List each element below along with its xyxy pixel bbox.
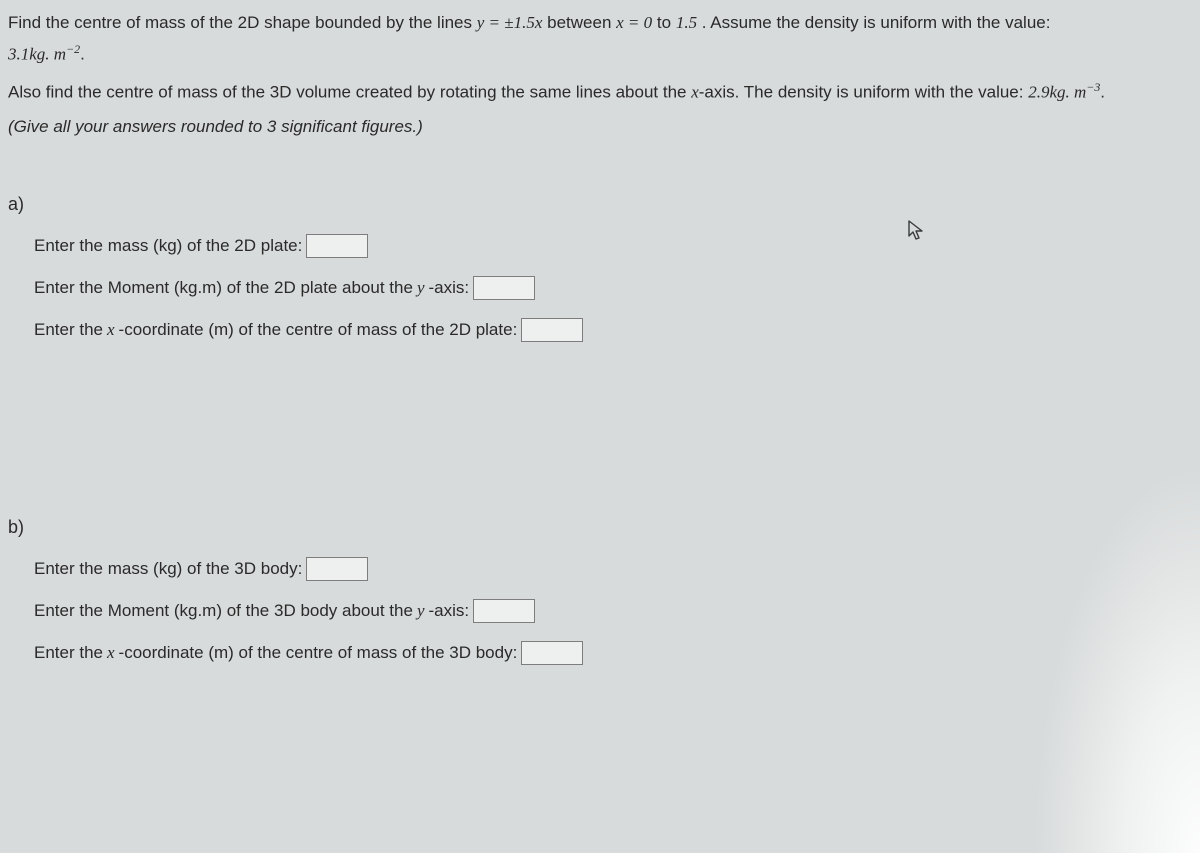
math-expression: x = 0 <box>616 13 652 32</box>
density-unit: kg. m <box>29 45 66 64</box>
text-fragment: Also find the centre of mass of the 3D v… <box>8 83 691 102</box>
question-page: Find the centre of mass of the 2D shape … <box>0 0 1200 703</box>
part-b-q2: Enter the Moment (kg.m) of the 3D body a… <box>34 598 1188 624</box>
question-text: -coordinate (m) of the centre of mass of… <box>119 317 518 343</box>
part-b-label: b) <box>8 514 1188 542</box>
part-a-q1: Enter the mass (kg) of the 2D plate: <box>34 233 1188 259</box>
math-variable: x <box>107 640 115 666</box>
text-fragment: to <box>657 13 676 32</box>
density-unit: kg. m <box>1049 83 1086 102</box>
question-text: Enter the <box>34 317 103 343</box>
problem-statement: Find the centre of mass of the 2D shape … <box>8 10 1188 141</box>
moment-2d-input[interactable] <box>473 276 535 300</box>
intro-line-1: Find the centre of mass of the 2D shape … <box>8 10 1188 36</box>
text-fragment: . <box>80 45 85 64</box>
xcoord-2d-input[interactable] <box>521 318 583 342</box>
math-variable: y <box>417 275 425 301</box>
xcoord-3d-input[interactable] <box>521 641 583 665</box>
mass-3d-input[interactable] <box>306 557 368 581</box>
text-fragment: between <box>547 13 616 32</box>
text-fragment: Find the centre of mass of the 2D shape … <box>8 13 477 32</box>
intro-line-3: Also find the centre of mass of the 3D v… <box>8 78 1188 106</box>
part-a-q3: Enter the x-coordinate (m) of the centre… <box>34 317 1188 343</box>
part-b-q3: Enter the x-coordinate (m) of the centre… <box>34 640 1188 666</box>
text-fragment: -axis. The density is uniform with the v… <box>699 83 1028 102</box>
question-text: Enter the mass (kg) of the 2D plate: <box>34 233 302 259</box>
density-exponent: −2 <box>66 42 80 56</box>
intro-density-2d: 3.1kg. m−2. <box>8 40 1188 68</box>
part-a-q2: Enter the Moment (kg.m) of the 2D plate … <box>34 275 1188 301</box>
moment-3d-input[interactable] <box>473 599 535 623</box>
question-text: Enter the mass (kg) of the 3D body: <box>34 556 302 582</box>
rounding-hint: (Give all your answers rounded to 3 sign… <box>8 114 1188 140</box>
math-variable: y <box>417 598 425 624</box>
text-fragment: . Assume the density is uniform with the… <box>702 13 1051 32</box>
mass-2d-input[interactable] <box>306 234 368 258</box>
math-expression: 1.5 <box>676 13 697 32</box>
density-value: 3.1 <box>8 45 29 64</box>
part-a-label: a) <box>8 191 1188 219</box>
math-expression: y = ±1.5x <box>477 13 543 32</box>
question-text: Enter the <box>34 640 103 666</box>
density-exponent: −3 <box>1086 80 1100 94</box>
math-variable: x <box>107 317 115 343</box>
text-fragment: . <box>1100 83 1105 102</box>
part-b-q1: Enter the mass (kg) of the 3D body: <box>34 556 1188 582</box>
math-variable: x <box>691 83 699 102</box>
question-text: Enter the Moment (kg.m) of the 2D plate … <box>34 275 413 301</box>
question-text: -axis: <box>428 275 469 301</box>
question-text: -coordinate (m) of the centre of mass of… <box>119 640 518 666</box>
density-value: 2.9 <box>1028 83 1049 102</box>
question-text: Enter the Moment (kg.m) of the 3D body a… <box>34 598 413 624</box>
question-text: -axis: <box>428 598 469 624</box>
